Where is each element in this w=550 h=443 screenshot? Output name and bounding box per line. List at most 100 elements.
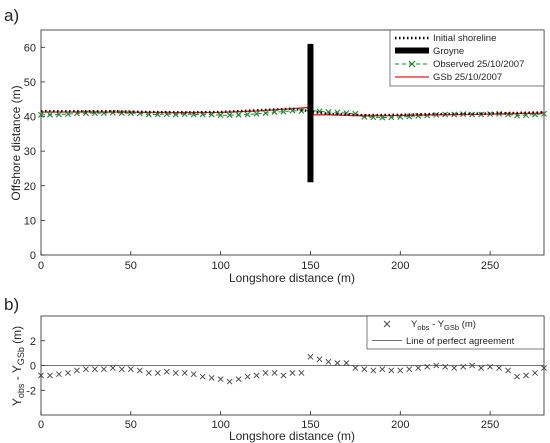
b-x-tick-label: 200 xyxy=(391,419,409,431)
series-observed-point xyxy=(82,110,89,117)
residual-point xyxy=(316,356,323,363)
residual-point xyxy=(361,366,368,373)
residual-point xyxy=(505,367,511,374)
residual-point xyxy=(154,370,161,376)
a-x-tick-label: 150 xyxy=(301,260,319,272)
residual-point xyxy=(532,370,538,376)
residual-point xyxy=(397,367,404,374)
residual-point xyxy=(100,366,107,373)
a-y-tick-label: 0 xyxy=(30,250,36,262)
b-x-tick-label: 0 xyxy=(38,419,44,431)
legend-gsb-label: GSb 25/10/2007 xyxy=(433,72,502,83)
residual-point xyxy=(307,353,314,360)
residual-point xyxy=(163,368,170,375)
residual-point xyxy=(74,367,80,374)
b-x-tick-label: 50 xyxy=(125,419,137,431)
panel-a-chart: 0 50 100 150 200 250 0 10 20 30 40 50 60 Longshore … xyxy=(9,29,547,285)
series-observed-point xyxy=(217,112,224,119)
panel-a-legend: Initial shoreline Groyne Observed 25/10/… xyxy=(389,29,545,87)
panel-b-y-axis-label: Yobs - YGSb (m) xyxy=(10,326,26,406)
residual-point xyxy=(190,371,197,378)
a-y-tick-label: 60 xyxy=(24,42,36,54)
legend-perfect-agreement-label: Line of perfect agreement xyxy=(406,336,515,347)
panel-a-series xyxy=(38,43,547,183)
panel-b-x-ticks: 0 50 100 150 200 250 xyxy=(38,411,499,431)
residual-point xyxy=(47,372,53,379)
panel-a-x-ticks: 0 50 100 150 200 250 xyxy=(38,251,499,272)
panel-b-x-axis-label: Longshore distance (m) xyxy=(229,429,355,443)
residual-point xyxy=(433,362,440,369)
residual-point xyxy=(199,373,206,380)
a-x-tick-label: 0 xyxy=(38,260,44,272)
residual-point xyxy=(442,363,449,370)
residual-point xyxy=(56,371,62,378)
residual-point xyxy=(181,370,188,376)
series-observed-point xyxy=(235,111,242,118)
residual-point xyxy=(451,365,458,371)
residual-point xyxy=(370,367,377,374)
residual-point xyxy=(38,372,44,379)
legend-residual-marker xyxy=(383,320,391,328)
series-observed-point xyxy=(541,110,547,117)
series-observed-point xyxy=(55,111,62,118)
legend-initial-shoreline-label: Initial shoreline xyxy=(433,33,496,44)
residual-point xyxy=(496,365,503,371)
residual-point xyxy=(334,360,341,366)
residual-point xyxy=(352,365,359,371)
series-observed-point xyxy=(325,109,332,116)
b-y-tick-label: 0 xyxy=(30,361,36,373)
residual-point xyxy=(172,370,179,376)
series-observed-point xyxy=(46,111,53,118)
residual-point xyxy=(145,370,152,376)
a-y-tick-label: 50 xyxy=(24,77,36,89)
a-x-tick-label: 100 xyxy=(211,260,229,272)
panel-a-y-axis-label: Offshore distance (m) xyxy=(9,85,23,200)
residual-point xyxy=(118,366,125,373)
residual-point xyxy=(460,363,467,370)
a-x-tick-label: 250 xyxy=(481,260,499,272)
a-y-tick-label: 20 xyxy=(24,181,36,193)
series-observed-point xyxy=(253,110,260,117)
b-y-tick-label: 2 xyxy=(30,336,36,348)
residual-point xyxy=(388,367,395,374)
residual-point xyxy=(235,376,242,383)
residual-point xyxy=(136,367,143,374)
residual-point xyxy=(424,363,431,370)
a-x-tick-label: 200 xyxy=(391,260,409,272)
legend-observed-marker xyxy=(408,60,416,68)
residual-point xyxy=(415,365,422,371)
residual-point xyxy=(65,370,71,376)
panel-a-label: a) xyxy=(4,6,19,25)
b-x-tick-label: 150 xyxy=(301,419,319,431)
residual-point xyxy=(280,372,287,379)
legend-observed-label: Observed 25/10/2007 xyxy=(433,59,524,70)
residual-point xyxy=(469,362,476,369)
residual-point xyxy=(541,365,547,371)
b-x-tick-label: 250 xyxy=(481,419,499,431)
legend-groyne-label: Groyne xyxy=(433,46,464,57)
residual-point xyxy=(226,378,233,385)
residual-point xyxy=(514,373,520,380)
residual-point xyxy=(271,370,278,376)
series-observed-point xyxy=(38,111,44,118)
residual-point xyxy=(379,366,386,373)
residual-point xyxy=(325,358,332,365)
panel-b-chart: 0 50 100 150 200 250 -2 0 2 Longshore distance … xyxy=(10,315,547,443)
panel-b-label: b) xyxy=(4,295,19,314)
residual-point xyxy=(343,360,350,366)
panel-b-points xyxy=(38,353,547,385)
panel-a-x-axis-label: Longshore distance (m) xyxy=(229,271,355,285)
residual-point xyxy=(208,374,215,381)
residual-point xyxy=(289,370,296,376)
series-initial-shoreline xyxy=(41,107,545,117)
series-observed-point xyxy=(226,112,233,119)
residual-point xyxy=(487,363,494,370)
residual-point xyxy=(109,365,116,371)
residual-point xyxy=(406,366,413,373)
residual-point xyxy=(127,366,134,373)
residual-point xyxy=(523,372,529,379)
residual-point xyxy=(253,372,260,379)
series-observed-point xyxy=(109,109,116,116)
legend-residual-label: Yobs - YGSb (m) xyxy=(411,319,476,332)
